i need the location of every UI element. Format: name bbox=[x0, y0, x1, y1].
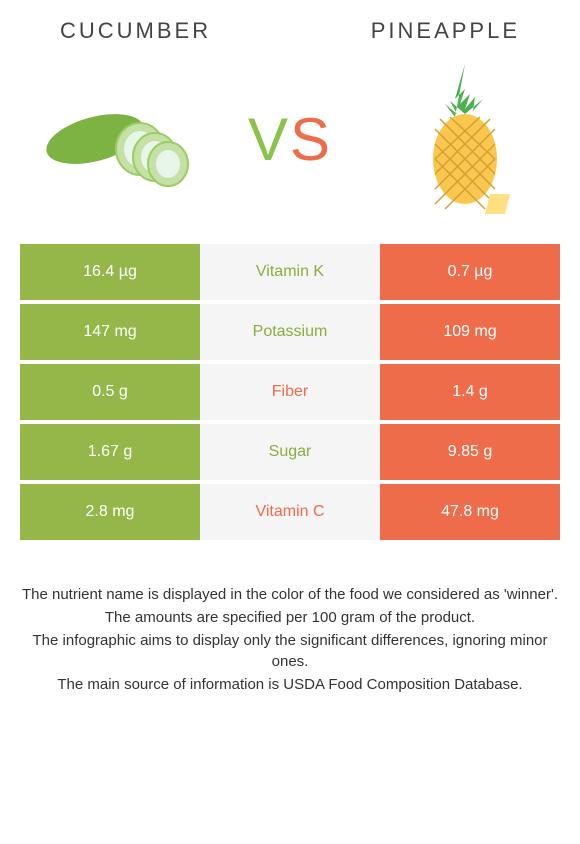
nutrient-row: 147 mgPotassium109 mg bbox=[20, 304, 560, 360]
nutrient-label: Potassium bbox=[200, 304, 380, 360]
left-value: 0.5 g bbox=[20, 364, 200, 420]
right-value: 9.85 g bbox=[380, 424, 560, 480]
right-value: 1.4 g bbox=[380, 364, 560, 420]
right-value: 0.7 µg bbox=[380, 244, 560, 300]
footer-notes: The nutrient name is displayed in the co… bbox=[0, 544, 580, 695]
vs-s: S bbox=[290, 106, 332, 173]
images-row: VS bbox=[0, 44, 580, 244]
footer-line-1: The nutrient name is displayed in the co… bbox=[20, 584, 560, 605]
nutrient-row: 2.8 mgVitamin C47.8 mg bbox=[20, 484, 560, 540]
left-value: 1.67 g bbox=[20, 424, 200, 480]
nutrient-row: 0.5 gFiber1.4 g bbox=[20, 364, 560, 420]
nutrient-row: 1.67 gSugar9.85 g bbox=[20, 424, 560, 480]
right-value: 109 mg bbox=[380, 304, 560, 360]
left-value: 147 mg bbox=[20, 304, 200, 360]
vs-v: V bbox=[248, 106, 290, 173]
footer-line-4: The main source of information is USDA F… bbox=[20, 674, 560, 695]
left-value: 16.4 µg bbox=[20, 244, 200, 300]
left-food-title: Cucumber bbox=[60, 18, 211, 44]
nutrient-table: 16.4 µgVitamin K0.7 µg147 mgPotassium109… bbox=[0, 244, 580, 540]
header: Cucumber Pineapple bbox=[0, 0, 580, 44]
nutrient-row: 16.4 µgVitamin K0.7 µg bbox=[20, 244, 560, 300]
left-value: 2.8 mg bbox=[20, 484, 200, 540]
right-food-title: Pineapple bbox=[371, 18, 520, 44]
nutrient-label: Vitamin K bbox=[200, 244, 380, 300]
vs-label: VS bbox=[248, 105, 332, 174]
pineapple-image bbox=[390, 64, 540, 214]
nutrient-label: Fiber bbox=[200, 364, 380, 420]
cucumber-image bbox=[40, 64, 190, 214]
footer-line-2: The amounts are specified per 100 gram o… bbox=[20, 607, 560, 628]
nutrient-label: Sugar bbox=[200, 424, 380, 480]
nutrient-label: Vitamin C bbox=[200, 484, 380, 540]
footer-line-3: The infographic aims to display only the… bbox=[20, 630, 560, 672]
right-value: 47.8 mg bbox=[380, 484, 560, 540]
